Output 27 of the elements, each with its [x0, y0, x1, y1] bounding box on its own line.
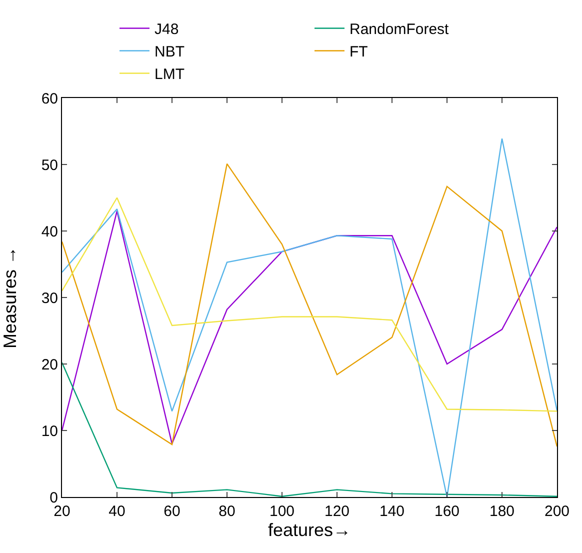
- line-series: [62, 163, 557, 448]
- x-tick-label: 60: [164, 503, 180, 520]
- y-tick-label: 10: [41, 422, 58, 440]
- legend-label: RandomForest: [350, 21, 450, 38]
- x-tick-label: 160: [434, 503, 460, 520]
- line-series: [62, 197, 557, 412]
- legend-label: FT: [350, 44, 368, 61]
- x-tick-label: 100: [269, 503, 295, 520]
- line-series: [62, 362, 557, 497]
- x-tick-label: 120: [324, 503, 350, 520]
- x-tick-label: 80: [218, 503, 236, 520]
- y-tick-label: 20: [41, 356, 58, 374]
- x-tick-label: 40: [108, 503, 126, 520]
- line-series: [62, 138, 557, 497]
- y-tick-label: 50: [41, 156, 58, 174]
- line-series: [62, 210, 557, 444]
- legend-label: NBT: [154, 44, 184, 61]
- legend-label: J48: [154, 21, 179, 38]
- y-tick-label: 40: [41, 223, 58, 240]
- y-tick-label: 60: [41, 90, 58, 108]
- x-tick-label: 180: [489, 503, 515, 520]
- legend-label: LMT: [154, 66, 184, 84]
- y-tick-label: 30: [41, 290, 58, 307]
- x-tick-label: 200: [544, 503, 570, 520]
- x-tick-label: 140: [379, 503, 405, 520]
- x-axis-title: features→: [268, 520, 352, 540]
- y-axis-title: Measures →: [0, 246, 20, 349]
